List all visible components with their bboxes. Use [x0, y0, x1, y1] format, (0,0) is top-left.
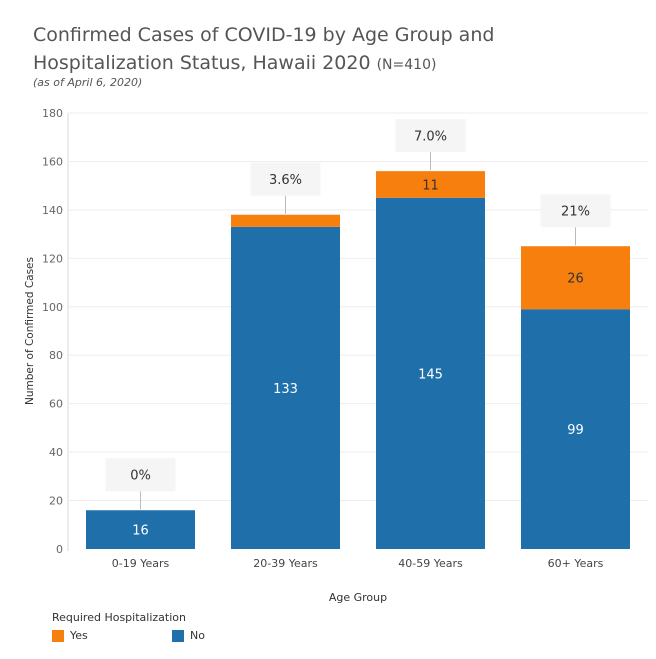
y-tick-label: 160 — [42, 155, 63, 168]
x-tick-label: 40-59 Years — [398, 557, 463, 570]
chart-subtitle: (as of April 6, 2020) — [33, 76, 143, 89]
x-tick-label: 20-39 Years — [253, 557, 318, 570]
bar-no-1 — [231, 226, 340, 549]
bar-label-no: 16 — [132, 524, 149, 539]
bar-no-3 — [521, 309, 630, 549]
bar-no-0 — [86, 510, 195, 549]
legend-item-yes[interactable]: Yes — [52, 629, 88, 642]
bar-yes-2 — [376, 171, 485, 198]
chart-title: Confirmed Cases of COVID-19 by Age Group… — [33, 21, 633, 79]
chart-title-n: (N=410) — [376, 57, 437, 73]
y-tick-label: 180 — [42, 107, 63, 120]
legend-label-yes: Yes — [70, 629, 88, 642]
percent-label: 7.0% — [414, 130, 447, 145]
annotation-box — [105, 458, 176, 492]
bar-label-no: 133 — [273, 382, 298, 397]
x-axis-label: Age Group — [329, 591, 387, 604]
legend-title: Required Hospitalization — [52, 611, 186, 624]
y-tick-label: 20 — [49, 495, 63, 508]
legend-label-no: No — [190, 629, 205, 642]
bar-yes-3 — [521, 246, 630, 310]
percent-label: 0% — [130, 469, 151, 484]
chart-title-main: Confirmed Cases of COVID-19 by Age Group… — [33, 24, 495, 74]
y-tick-label: 60 — [49, 398, 63, 411]
annotation-box — [395, 119, 466, 153]
y-tick-label: 40 — [49, 446, 63, 459]
bar-label-yes: 11 — [422, 178, 439, 193]
bar-label-no: 145 — [418, 367, 443, 382]
annotation-box — [540, 194, 611, 228]
x-tick-label: 60+ Years — [548, 557, 604, 570]
bar-yes-1 — [231, 214, 340, 227]
legend-swatch-yes — [52, 629, 64, 642]
bar-label-yes: 26 — [567, 272, 584, 287]
legend-item-no[interactable]: No — [172, 629, 205, 642]
bar-chart: 0 20 40 60 80 100 120 140 160 180 Number of Confir… — [24, 107, 648, 604]
percent-label: 21% — [561, 205, 590, 220]
bar-label-no: 99 — [567, 423, 584, 438]
legend-swatch-no — [172, 629, 184, 642]
y-tick-label: 100 — [42, 301, 63, 314]
y-tick-label: 120 — [42, 252, 63, 265]
y-tick-label: 0 — [56, 543, 63, 556]
y-tick-label: 80 — [49, 349, 63, 362]
y-tick-label: 140 — [42, 204, 63, 217]
annotation-box — [250, 162, 321, 196]
x-tick-label: 0-19 Years — [112, 557, 170, 570]
y-axis-label: Number of Confirmed Cases — [24, 257, 36, 405]
bar-no-2 — [376, 197, 485, 549]
percent-label: 3.6% — [269, 173, 302, 188]
